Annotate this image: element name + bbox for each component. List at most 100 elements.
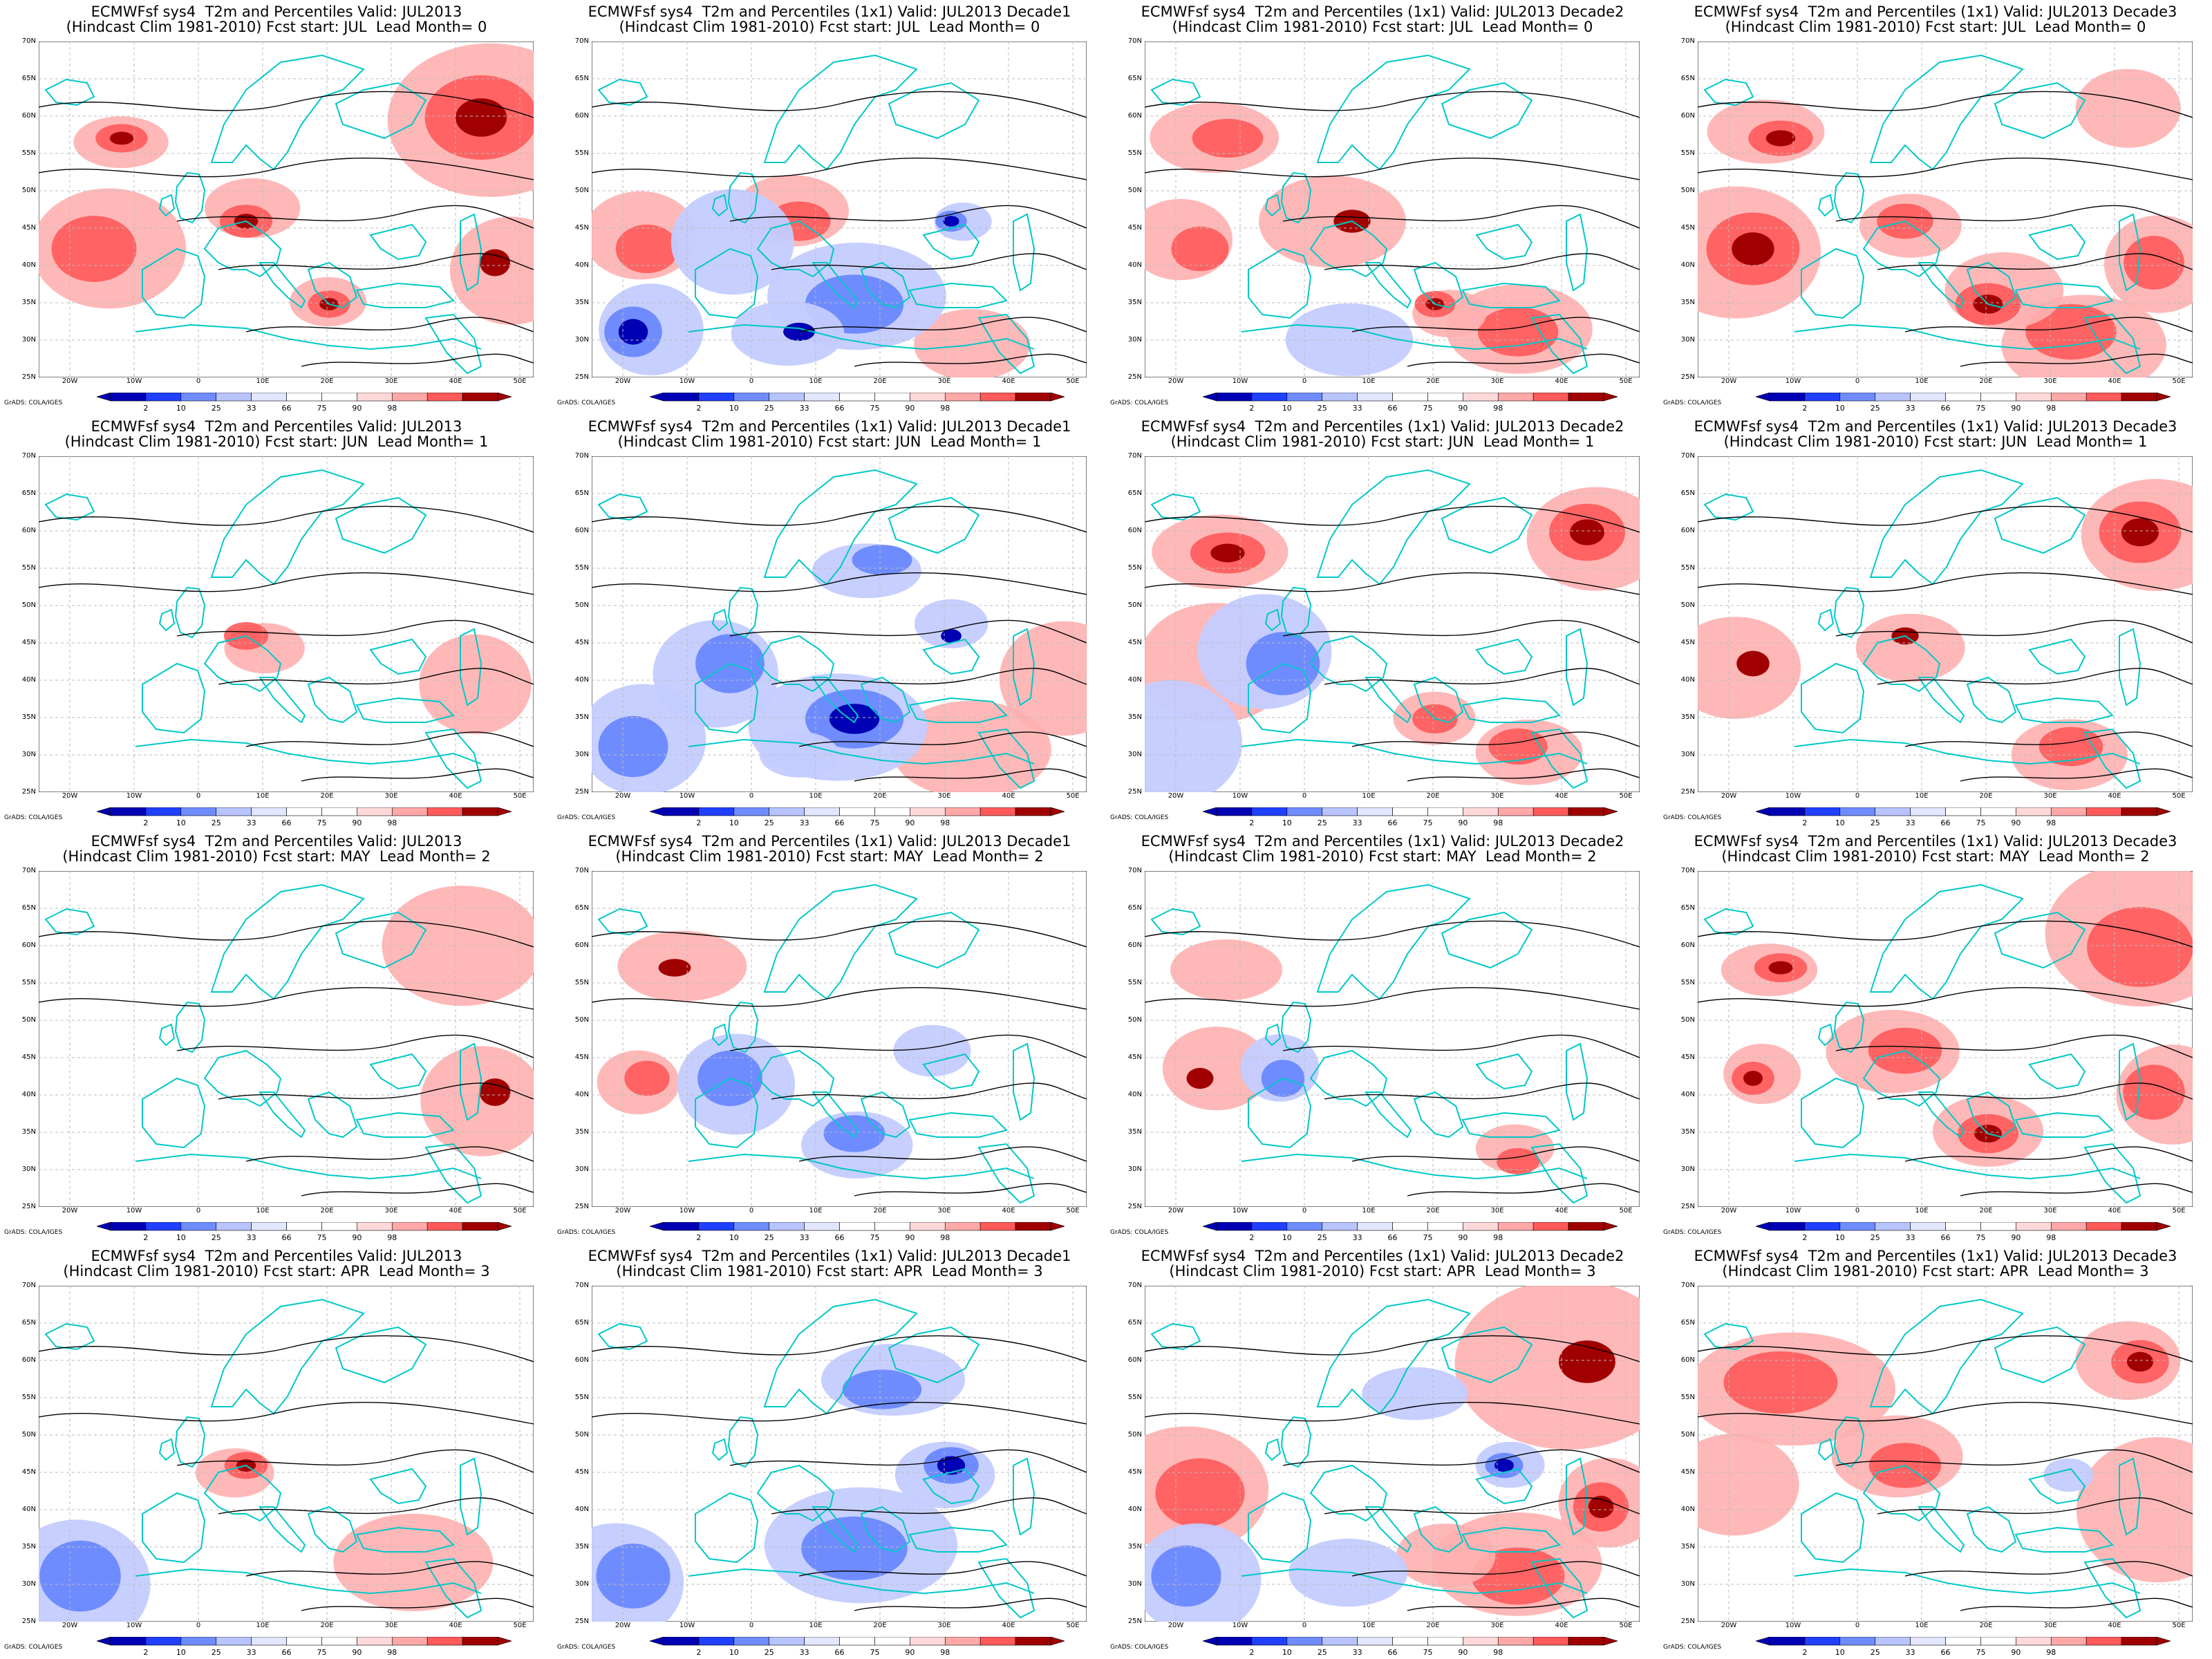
panel-title: ECMWFsf sys4 T2m and Percentiles Valid: …: [91, 833, 462, 850]
map-canvas: [1145, 1286, 1640, 1622]
coastline: [1566, 628, 1588, 706]
cold-anomaly-core: [842, 1369, 922, 1409]
colorbar-tick-label: 2: [143, 818, 149, 827]
longitude-label: 10W: [1232, 1207, 1248, 1215]
longitude-label: 10E: [809, 377, 823, 385]
colorbar-tick-label: 90: [1458, 404, 1468, 413]
coastline: [695, 662, 759, 734]
longitude-label: 20E: [1426, 377, 1440, 385]
coastline: [1264, 1023, 1282, 1047]
longitude-label: 10E: [1362, 792, 1376, 800]
coastline: [1862, 635, 1941, 693]
longitude-label: 10W: [1232, 377, 1248, 385]
temperature-isoline: [245, 1146, 534, 1162]
colorbar-tick-label: 10: [1282, 818, 1292, 827]
warm-anomaly-area: [999, 621, 1087, 736]
colorbar-tick-label: 90: [352, 1233, 362, 1242]
coastline: [1475, 223, 1533, 261]
coastline: [1264, 194, 1282, 217]
coastline: [1703, 78, 1754, 106]
longitude-label: 40E: [1555, 377, 1568, 385]
latitude-label: 55N: [1680, 564, 1695, 572]
latitude-label: 35N: [21, 1543, 36, 1550]
colorbar-tick-label: 33: [799, 1648, 809, 1657]
longitude-label: 50E: [513, 792, 527, 800]
latitude-label: 70N: [574, 867, 589, 874]
colorbar-tick-label: 66: [1387, 404, 1398, 413]
coastline: [1817, 1438, 1835, 1461]
colorbar-tick-label: 10: [729, 818, 739, 827]
latitude-label: 55N: [1127, 564, 1142, 572]
latitude-label: 55N: [1127, 149, 1142, 157]
longitude-label: 50E: [1619, 377, 1633, 385]
latitude-label: 50N: [21, 187, 36, 194]
longitude-label: 20E: [1426, 1207, 1440, 1215]
coastline: [1817, 608, 1835, 632]
latitude-label: 60N: [574, 941, 589, 949]
colorbar-tick-label: 98: [1493, 404, 1503, 413]
coastline: [711, 1023, 729, 1047]
latitude-label: 70N: [574, 37, 589, 45]
coastline: [1280, 171, 1312, 224]
latitude-label: 65N: [21, 75, 36, 82]
coastline: [727, 171, 759, 224]
latitude-label: 65N: [1680, 75, 1695, 82]
extreme-warm-core: [1186, 1067, 1214, 1089]
grads-credit: GrADS: COLA/IGES: [1110, 814, 1169, 821]
coastline: [888, 911, 980, 969]
temperature-isoline: [1960, 1597, 2193, 1611]
warm-anomaly-core: [1488, 728, 1548, 765]
colorbar-tick-label: 98: [940, 404, 950, 413]
colorbar-tick-label: 25: [1870, 1233, 1880, 1242]
coastline: [44, 78, 95, 106]
coastline: [1248, 662, 1312, 734]
grads-credit: GrADS: COLA/IGES: [1110, 400, 1169, 406]
colorbar-tick-label: 75: [317, 1648, 327, 1657]
latitude-label: 45N: [1127, 1053, 1142, 1061]
latitude-label: 50N: [1127, 1431, 1142, 1438]
latitude-label: 40N: [21, 676, 36, 684]
map-canvas: [39, 1286, 534, 1622]
colorbar: [650, 1222, 1065, 1231]
warm-anomaly-area: [1698, 1434, 1799, 1536]
longitude-label: 10E: [1915, 1207, 1929, 1215]
latitude-label: 50N: [574, 187, 589, 194]
colorbar-tick-label: 33: [246, 1648, 256, 1657]
longitude-label: 50E: [2172, 1622, 2186, 1629]
warm-anomaly-area: [382, 885, 534, 1006]
map-panel: ECMWFsf sys4 T2m and Percentiles (1x1) V…: [1106, 415, 1659, 830]
extreme-warm-core: [109, 131, 134, 145]
latitude-label: 55N: [21, 149, 36, 157]
latitude-label: 65N: [1127, 75, 1142, 82]
panel-subtitle: (Hindcast Clim 1981-2010) Fcst start: JU…: [64, 433, 489, 450]
coastline: [1801, 1492, 1865, 1564]
longitude-label: 10W: [126, 792, 142, 800]
colorbar-tick-label: 98: [387, 404, 397, 413]
coastline: [597, 908, 648, 936]
temperature-isoline: [592, 1401, 1087, 1425]
latitude-label: 45N: [21, 1053, 36, 1061]
coastline: [1994, 496, 2086, 554]
colorbar-tick-label: 66: [1940, 404, 1951, 413]
coastline: [1413, 676, 1464, 724]
latitude-label: 60N: [1680, 941, 1695, 949]
coastline: [1966, 676, 2017, 724]
longitude-label: 20W: [615, 377, 631, 385]
grads-credit: GrADS: COLA/IGES: [1110, 1229, 1169, 1236]
warm-anomaly-area: [420, 1046, 534, 1156]
longitude-label: 30E: [937, 1207, 951, 1215]
map-canvas: [1145, 456, 1640, 792]
coastline: [2028, 1468, 2086, 1505]
longitude-label: 40E: [2108, 1622, 2121, 1629]
coastline: [727, 586, 759, 639]
colorbar-tick-label: 98: [2046, 404, 2056, 413]
temperature-isoline: [1877, 1497, 2193, 1515]
coastline: [460, 1457, 482, 1536]
longitude-label: 0: [1855, 377, 1860, 385]
latitude-label: 55N: [574, 1394, 589, 1401]
grads-credit: GrADS: COLA/IGES: [1110, 1644, 1169, 1651]
coastline: [1566, 1457, 1588, 1536]
longitude-label: 10E: [256, 1622, 270, 1629]
coastline: [44, 493, 95, 521]
colorbar-tick-label: 75: [1423, 1233, 1433, 1242]
